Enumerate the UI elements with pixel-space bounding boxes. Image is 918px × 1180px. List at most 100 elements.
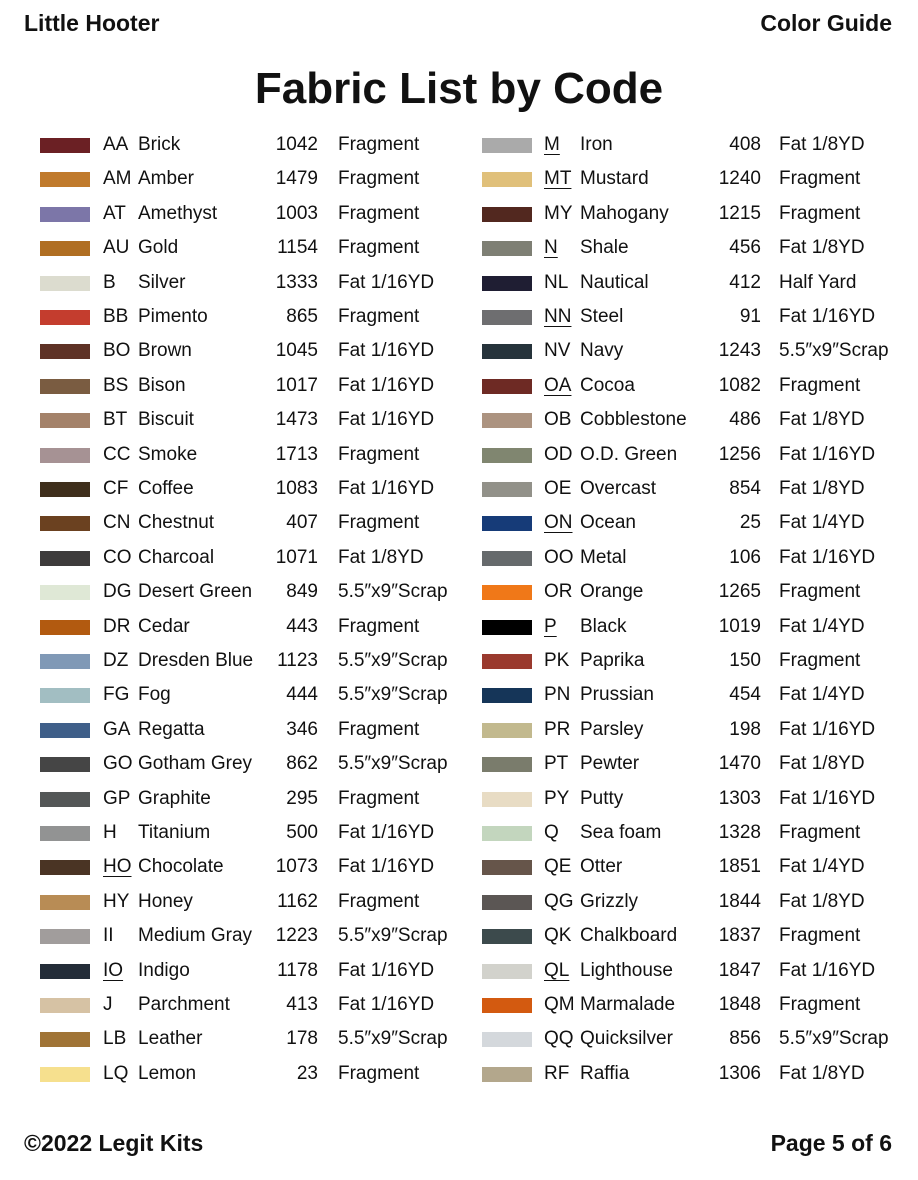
fabric-name: Quicksilver (580, 1028, 673, 1050)
color-swatch (482, 447, 532, 463)
fabric-name: Prussian (580, 684, 654, 706)
fabric-name: Gotham Grey (138, 753, 253, 775)
fabric-code: QL (544, 959, 570, 981)
fabric-name: Metal (580, 546, 627, 568)
color-swatch (40, 757, 90, 773)
color-swatch (40, 929, 90, 945)
fabric-name: Regatta (138, 718, 205, 740)
page-title: Fabric List by Code (254, 64, 664, 113)
fabric-size: 5.5″x9″Scrap (338, 753, 448, 775)
fabric-number: 849 (286, 581, 318, 603)
fabric-name: Brown (138, 340, 192, 362)
fabric-name: Biscuit (138, 409, 194, 431)
fabric-number: 1851 (718, 856, 761, 878)
color-swatch (40, 413, 90, 429)
fabric-number: 1328 (718, 822, 761, 843)
color-swatch (482, 275, 532, 291)
fabric-number: 1470 (718, 753, 761, 775)
fabric-size: Fat 1/4YD (779, 856, 865, 878)
color-swatch (482, 998, 532, 1013)
fabric-size: 5.5″x9″Scrap (338, 1028, 448, 1050)
color-swatch (40, 550, 90, 566)
color-swatch (482, 654, 532, 669)
color-swatch (482, 791, 532, 807)
fabric-size: Fragment (779, 650, 861, 671)
fabric-number: 1303 (718, 787, 761, 809)
fabric-number: 23 (296, 1062, 318, 1084)
fabric-size: Fat 1/4YD (779, 684, 865, 706)
fabric-number: 862 (286, 753, 318, 775)
fabric-size: Fat 1/16YD (338, 409, 435, 431)
fabric-code: OO (544, 546, 574, 568)
fabric-size: Fragment (338, 512, 420, 534)
fabric-size: Fat 1/16YD (338, 478, 435, 499)
fabric-size: Fat 1/16YD (338, 374, 435, 396)
fabric-size: Fragment (338, 202, 420, 224)
fabric-number: 1083 (275, 478, 318, 499)
color-swatch (40, 310, 90, 325)
fabric-number: 1306 (718, 1062, 761, 1084)
fabric-code: CO (103, 546, 132, 568)
color-swatch (482, 826, 532, 841)
color-swatch (40, 619, 90, 635)
fabric-number: 1162 (277, 890, 318, 912)
color-swatch (482, 172, 532, 188)
fabric-number: 1848 (718, 994, 761, 1015)
fabric-size: Fragment (338, 168, 420, 190)
fabric-size: Fat 1/16YD (779, 443, 876, 465)
fabric-name: Mustard (580, 168, 649, 190)
fabric-number: 1071 (275, 546, 318, 568)
fabric-size: Fragment (338, 615, 420, 637)
fabric-code: NL (544, 271, 569, 293)
fabric-size: Fat 1/16YD (779, 718, 876, 740)
fabric-name: Mahogany (580, 202, 669, 224)
fabric-name: Lemon (138, 1062, 197, 1084)
fabric-size: 5.5″x9″Scrap (779, 1028, 889, 1050)
fabric-number: 408 (729, 134, 761, 155)
color-swatch (40, 998, 90, 1013)
fabric-name: Putty (580, 787, 624, 809)
fabric-size: Fragment (779, 581, 861, 603)
color-swatch (482, 310, 532, 325)
fabric-size: Fat 1/8YD (779, 237, 865, 259)
fabric-code: BB (103, 306, 129, 327)
color-swatch (482, 1066, 532, 1082)
fabric-code: H (103, 822, 117, 843)
fabric-code: J (103, 994, 113, 1015)
fabric-number: 456 (729, 237, 761, 259)
fabric-number: 1045 (275, 340, 318, 362)
color-swatch (40, 447, 90, 463)
fabric-code: N (544, 237, 558, 259)
fabric-size: 5.5″x9″Scrap (338, 925, 448, 947)
fabric-size: Fragment (779, 925, 861, 947)
color-swatch (482, 963, 532, 979)
color-swatch (482, 860, 532, 876)
fabric-size: Fragment (779, 374, 861, 396)
fabric-name: Nautical (580, 271, 649, 293)
fabric-size: 5.5″x9″Scrap (779, 340, 889, 362)
fabric-size: Fat 1/8YD (779, 1062, 865, 1084)
fabric-code: GA (103, 718, 131, 740)
color-swatch (40, 206, 90, 222)
color-swatch (482, 894, 532, 910)
color-swatch (40, 654, 90, 669)
fabric-code: NV (544, 340, 571, 362)
color-swatch (482, 688, 532, 704)
fabric-code: PY (544, 787, 570, 809)
fabric-name: Coffee (138, 478, 194, 499)
fabric-name: Fog (138, 684, 171, 706)
fabric-name: Lighthouse (580, 959, 673, 981)
color-swatch (40, 138, 90, 153)
fabric-size: Fat 1/16YD (779, 546, 876, 568)
fabric-code: LB (103, 1028, 127, 1050)
fabric-name: Honey (138, 890, 193, 912)
fabric-number: 854 (729, 478, 761, 499)
fabric-name: Overcast (580, 478, 657, 499)
color-swatch (482, 241, 532, 257)
fabric-name: Steel (580, 306, 624, 327)
fabric-number: 486 (729, 409, 761, 431)
fabric-code: PT (544, 753, 569, 775)
fabric-number: 1154 (277, 237, 318, 259)
color-swatch (40, 791, 90, 807)
